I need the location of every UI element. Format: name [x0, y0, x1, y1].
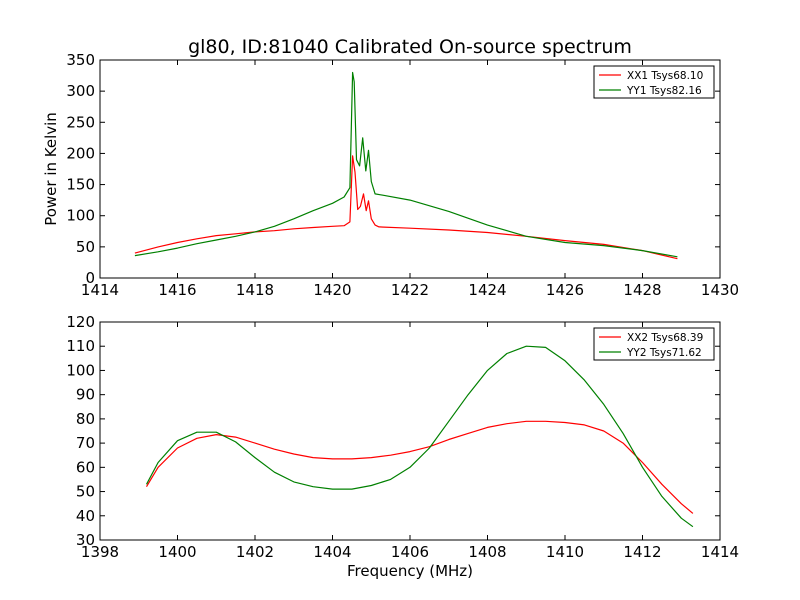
chart2-legend-label: YY2 Tsys71.62 [626, 347, 702, 359]
chart2-xlabel: Frequency (MHz) [347, 562, 473, 580]
chart2-ytick-label: 80 [76, 410, 95, 428]
bottom-spectrum-plot: 1398 1400 1402 1404 1406 1408 1410 1412 1414 30 40… [66, 313, 739, 580]
chart1-xtick-label: 1416 [158, 281, 196, 299]
chart1-ytick-label: 100 [66, 207, 95, 225]
chart1-ytick-label: 200 [66, 144, 95, 162]
chart1-ytick-label: 0 [85, 269, 95, 287]
chart2-xtick-label: 1408 [468, 543, 506, 561]
chart2-xtick-label: 1404 [313, 543, 351, 561]
chart2-ytick-label: 30 [76, 531, 95, 549]
chart1-ytick-label: 50 [76, 238, 95, 256]
chart2-ytick-label: 120 [66, 313, 95, 331]
chart2-xtick-label: 1400 [158, 543, 196, 561]
chart2-legend-box [593, 327, 715, 361]
chart2-xtick-label: 1414 [701, 543, 739, 561]
chart2-ytick-label: 40 [76, 507, 95, 525]
chart1-xtick-label: 1422 [391, 281, 429, 299]
chart2-xtick-label: 1402 [236, 543, 274, 561]
chart2-series-line-2 [145, 345, 694, 528]
chart1-xtick-label: 1428 [623, 281, 661, 299]
chart1-xtick-label: 1420 [313, 281, 351, 299]
chart2-ytick-label: 60 [76, 458, 95, 476]
chart2-ytick-label: 50 [76, 483, 95, 501]
chart1-series-line-1 [134, 155, 678, 260]
chart2-legend: XX2 Tsys68.39 YY2 Tsys71.62 [593, 327, 715, 361]
chart1-series-line-2 [134, 71, 678, 258]
chart-title: gl80, ID:81040 Calibrated On-source spec… [188, 36, 632, 58]
chart2-legend-label: XX2 Tsys68.39 [627, 332, 703, 344]
chart2-xtick-label: 1398 [81, 543, 119, 561]
chart1-ytick-label: 150 [66, 176, 95, 194]
chart2-series-line-1 [145, 420, 694, 514]
chart2-ytick-label: 100 [66, 361, 95, 379]
chart2-xtick-label: 1410 [546, 543, 584, 561]
chart2-ytick-label: 70 [76, 434, 95, 452]
chart1-xtick-label: 1424 [468, 281, 506, 299]
chart1-legend-box [593, 65, 715, 99]
chart1-legend-label: XX1 Tsys68.10 [627, 70, 703, 82]
chart2-ytick-label: 90 [76, 386, 95, 404]
chart2-xtick-label: 1406 [391, 543, 429, 561]
chart1-xtick-label: 1430 [701, 281, 739, 299]
chart1-legend-label: YY1 Tsys82.16 [626, 85, 702, 97]
chart2-xtick-label: 1412 [623, 543, 661, 561]
chart1-ytick-label: 250 [66, 113, 95, 131]
chart1-ytick-label: 350 [66, 51, 95, 69]
chart1-ytick-label: 300 [66, 82, 95, 100]
chart1-xtick-label: 1426 [546, 281, 584, 299]
chart2-ytick-label: 110 [66, 337, 95, 355]
chart1-xtick-label: 1414 [81, 281, 119, 299]
chart1-xtick-label: 1418 [236, 281, 274, 299]
chart1-legend: XX1 Tsys68.10 YY1 Tsys82.16 [593, 65, 715, 99]
top-spectrum-plot: 1414 1416 1418 1420 1422 1424 1426 1428 1430 0 50 1… [42, 51, 739, 299]
chart1-ylabel: Power in Kelvin [42, 112, 60, 226]
